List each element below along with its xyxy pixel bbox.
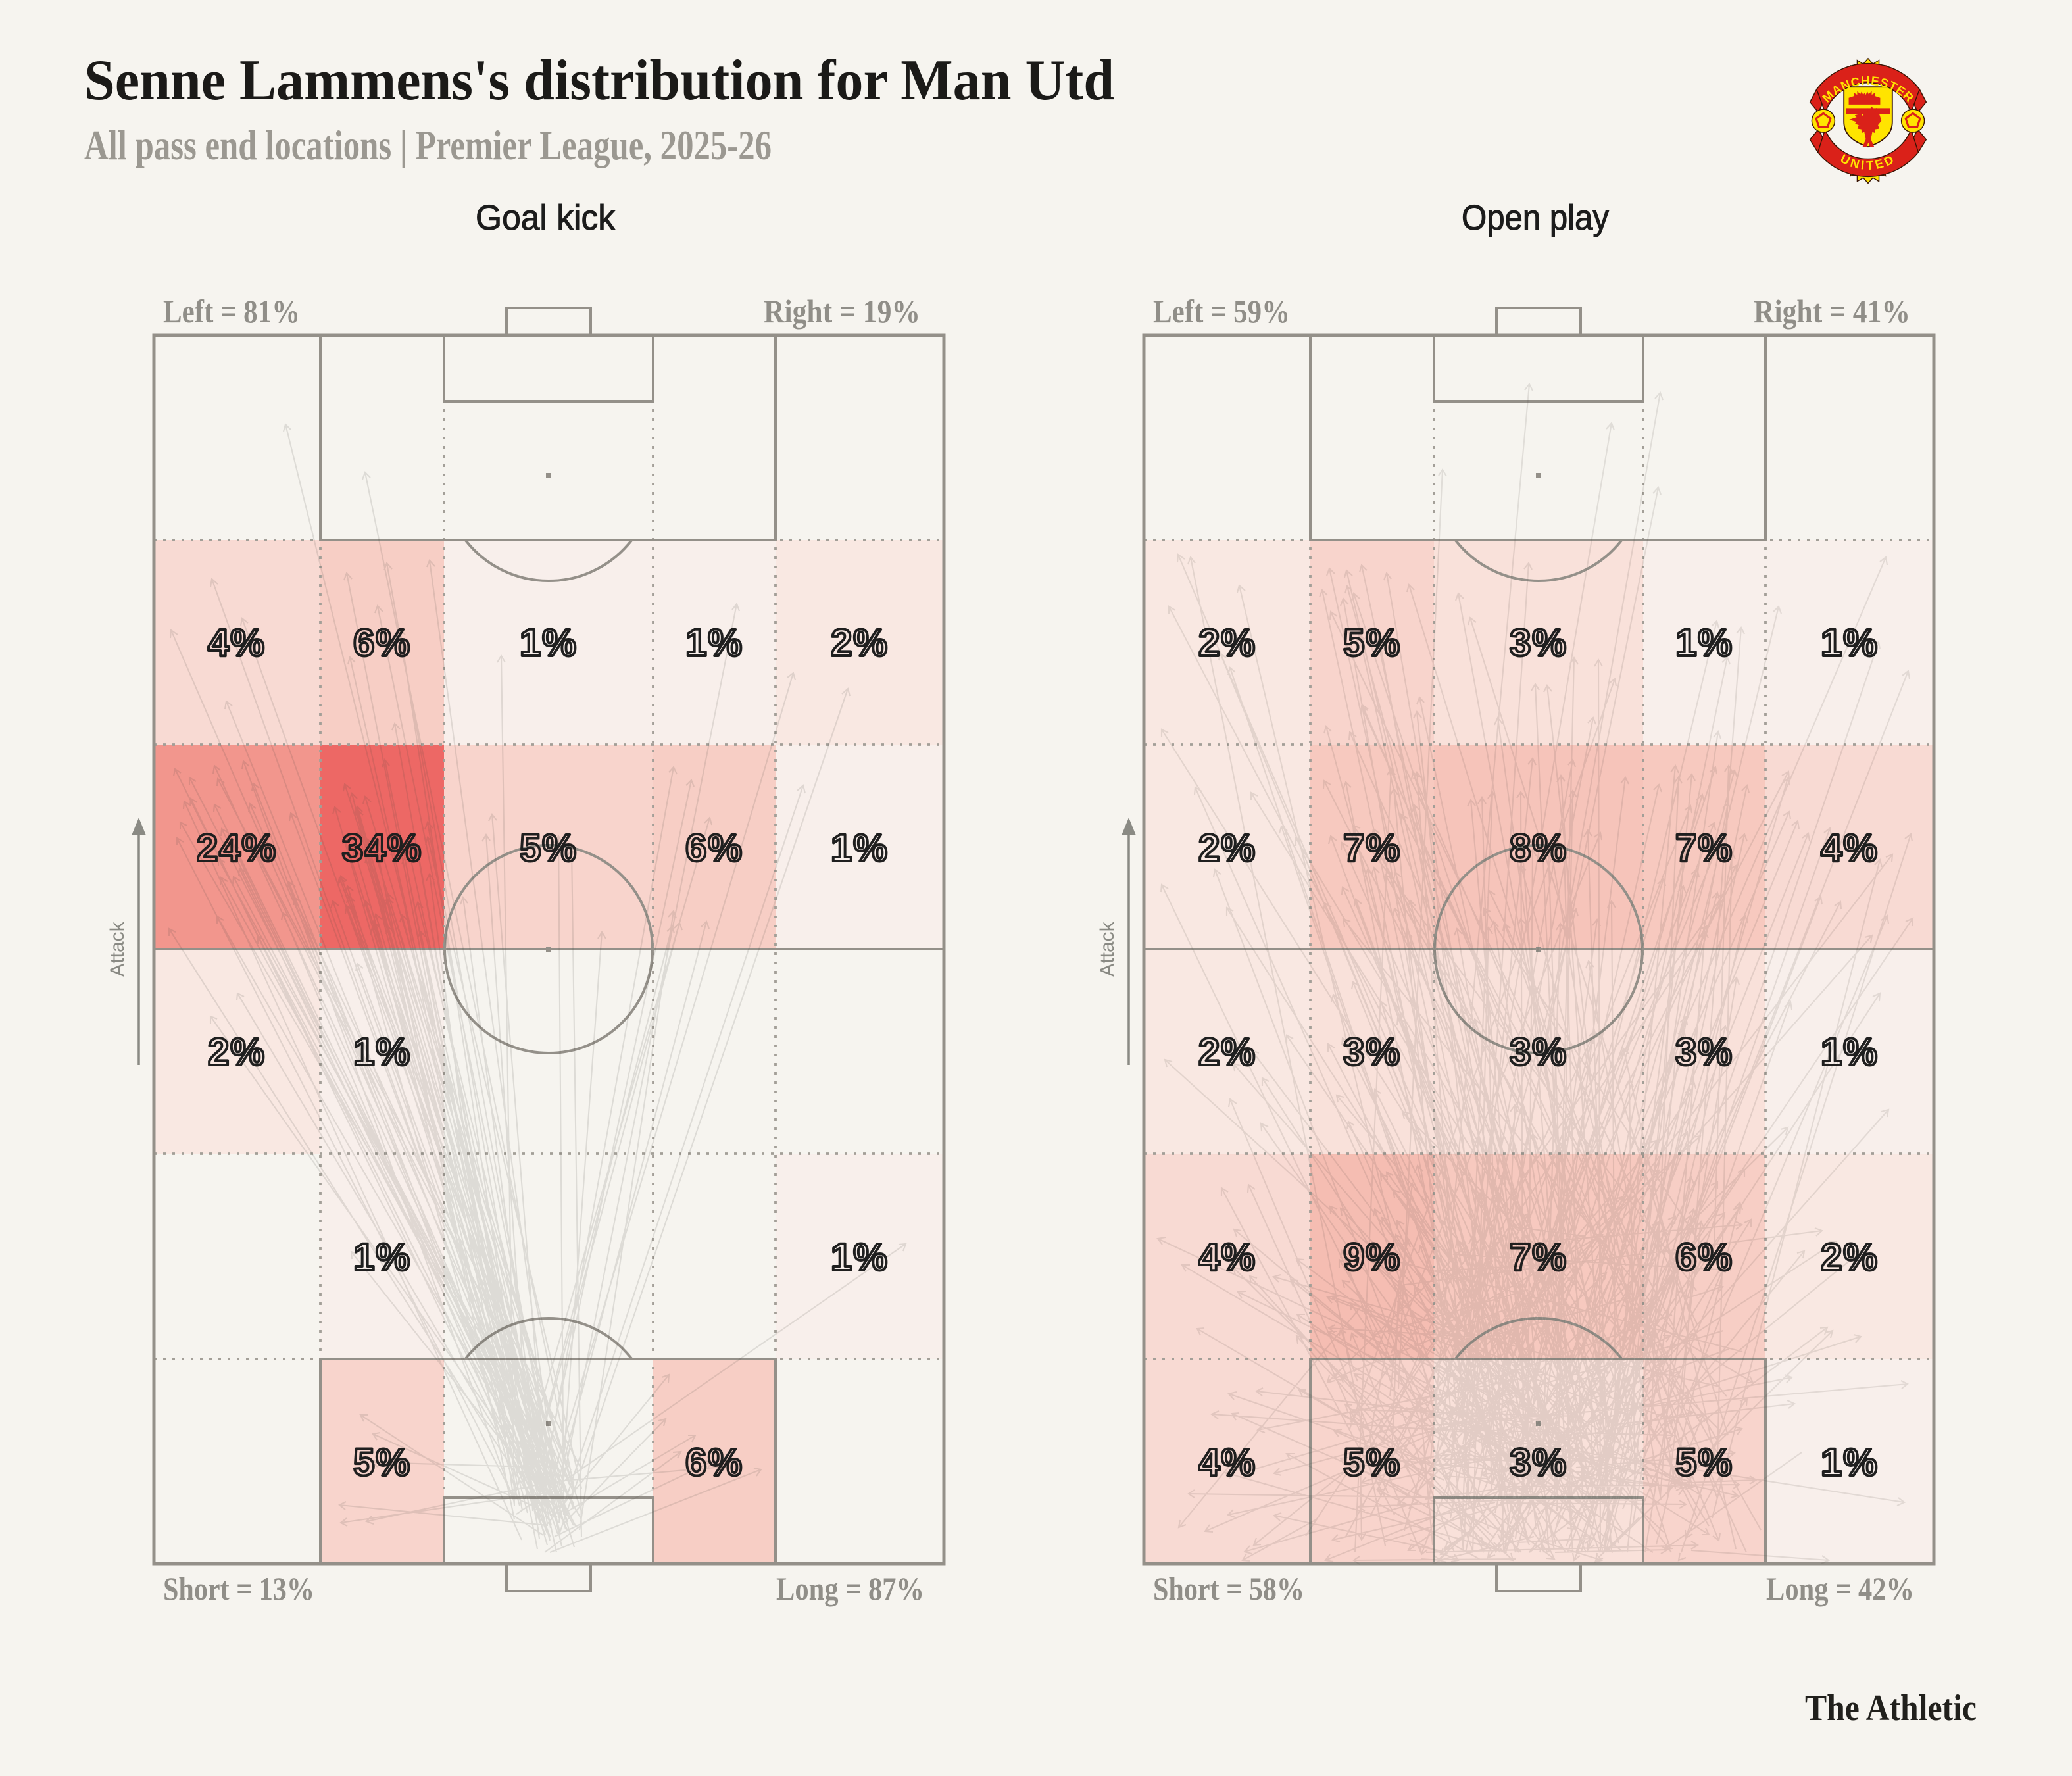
svg-text:Long = 87%: Long = 87%	[776, 1570, 924, 1607]
svg-text:1%: 1%	[831, 827, 889, 870]
svg-text:2%: 2%	[1198, 622, 1256, 664]
svg-text:Attack: Attack	[1097, 921, 1118, 976]
svg-text:1%: 1%	[353, 1031, 411, 1073]
svg-text:2%: 2%	[1198, 827, 1256, 870]
svg-text:Right = 19%: Right = 19%	[764, 293, 920, 330]
svg-text:3%: 3%	[1510, 622, 1567, 664]
svg-text:7%: 7%	[1675, 827, 1733, 870]
svg-text:Long = 42%: Long = 42%	[1766, 1570, 1914, 1607]
svg-text:3%: 3%	[1343, 1031, 1401, 1073]
svg-text:4%: 4%	[1198, 1236, 1256, 1279]
svg-text:24%: 24%	[197, 827, 277, 870]
svg-text:3%: 3%	[1675, 1031, 1733, 1073]
svg-text:6%: 6%	[685, 827, 743, 870]
svg-text:1%: 1%	[685, 622, 743, 664]
svg-text:1%: 1%	[1821, 1031, 1879, 1073]
svg-text:2%: 2%	[208, 1031, 266, 1073]
svg-text:1%: 1%	[831, 1236, 889, 1279]
svg-text:1%: 1%	[1821, 1441, 1879, 1484]
svg-text:Left = 81%: Left = 81%	[163, 293, 300, 330]
svg-text:Attack: Attack	[107, 921, 128, 976]
svg-text:Short = 58%: Short = 58%	[1153, 1570, 1304, 1607]
svg-text:5%: 5%	[1343, 622, 1401, 664]
svg-text:4%: 4%	[208, 622, 266, 664]
svg-text:3%: 3%	[1510, 1031, 1567, 1073]
svg-text:2%: 2%	[831, 622, 889, 664]
svg-text:6%: 6%	[1675, 1236, 1733, 1279]
svg-text:9%: 9%	[1343, 1236, 1401, 1279]
svg-text:4%: 4%	[1198, 1441, 1256, 1484]
svg-text:Short = 13%: Short = 13%	[163, 1570, 314, 1607]
svg-text:The Athletic: The Athletic	[1805, 1688, 1977, 1729]
svg-text:5%: 5%	[1675, 1441, 1733, 1484]
svg-text:4%: 4%	[1821, 827, 1879, 870]
svg-text:Left = 59%: Left = 59%	[1153, 293, 1290, 330]
svg-text:3%: 3%	[1510, 1441, 1567, 1484]
svg-text:Goal kick: Goal kick	[476, 198, 616, 237]
svg-text:5%: 5%	[1343, 1441, 1401, 1484]
svg-text:2%: 2%	[1198, 1031, 1256, 1073]
svg-text:1%: 1%	[1675, 622, 1733, 664]
svg-text:1%: 1%	[520, 622, 578, 664]
svg-text:5%: 5%	[353, 1441, 411, 1484]
svg-text:6%: 6%	[685, 1441, 743, 1484]
svg-text:2%: 2%	[1821, 1236, 1879, 1279]
svg-text:5%: 5%	[520, 827, 578, 870]
svg-text:1%: 1%	[353, 1236, 411, 1279]
svg-text:All pass end locations | Premi: All pass end locations | Premier League,…	[84, 122, 772, 168]
svg-text:Right = 41%: Right = 41%	[1754, 293, 1910, 330]
svg-text:6%: 6%	[353, 622, 411, 664]
svg-text:8%: 8%	[1510, 827, 1567, 870]
svg-text:1%: 1%	[1821, 622, 1879, 664]
svg-text:7%: 7%	[1343, 827, 1401, 870]
svg-text:7%: 7%	[1510, 1236, 1567, 1279]
svg-text:34%: 34%	[342, 827, 422, 870]
svg-text:Senne Lammens's distribution f: Senne Lammens's distribution for Man Utd	[84, 49, 1114, 112]
svg-text:Open play: Open play	[1462, 198, 1609, 237]
